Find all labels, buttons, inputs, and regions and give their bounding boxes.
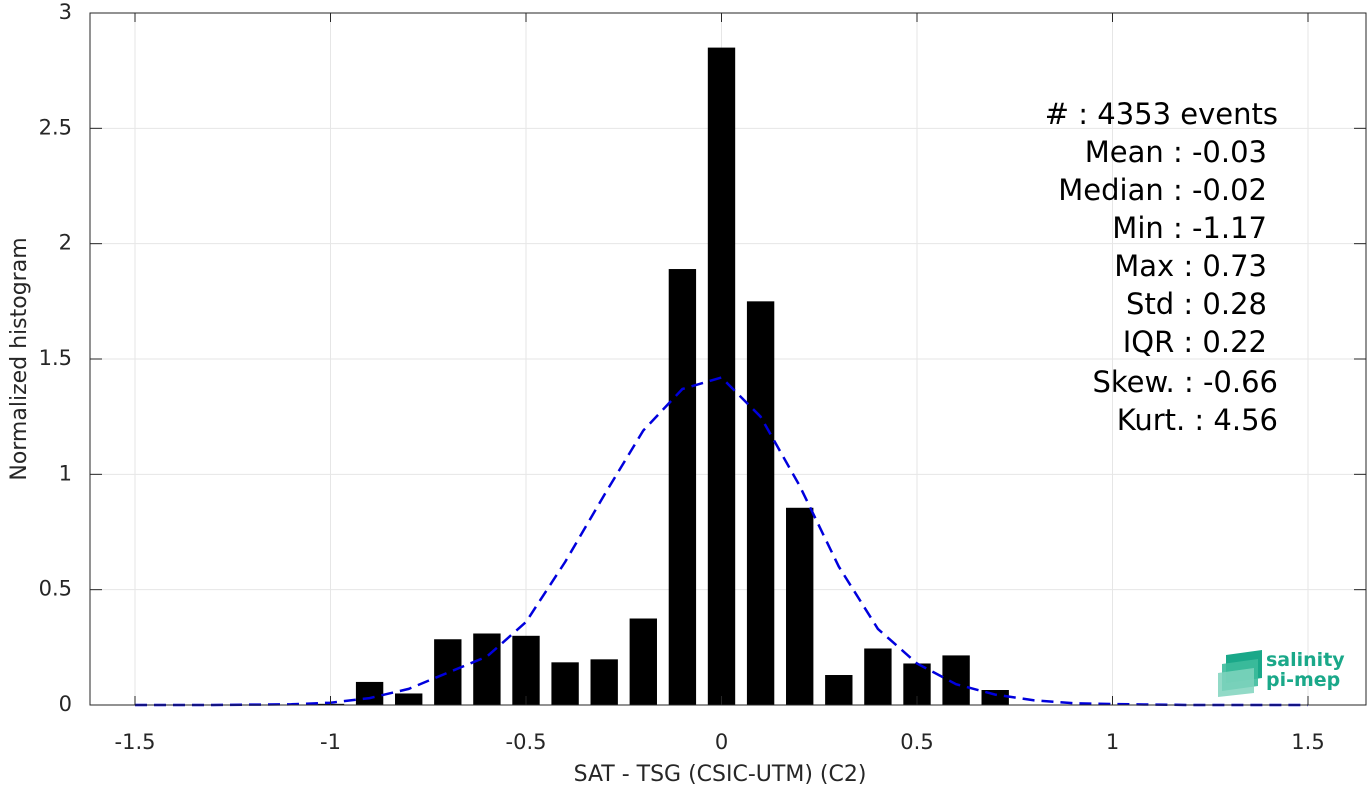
axis-ticks — [90, 12, 1366, 706]
histogram-bar — [355, 681, 384, 705]
y-tick-label: 1.5 — [39, 346, 72, 370]
x-tick-label: -0.5 — [506, 730, 547, 754]
histogram-bar — [825, 675, 853, 705]
histogram-bar — [551, 662, 579, 705]
stat-std: Std : 0.28 — [1126, 287, 1267, 321]
y-tick-label: 0 — [59, 692, 72, 716]
y-tick-label: 1 — [59, 461, 72, 485]
y-tick-label: 2 — [59, 231, 72, 255]
stat-min: Min : -1.17 — [1112, 211, 1267, 245]
histogram-bar — [473, 633, 501, 705]
wave-logo-icon — [1218, 650, 1262, 697]
x-axis-label: SAT - TSG (CSIC-UTM) (C2) — [574, 762, 867, 785]
histogram-bar — [942, 655, 970, 705]
stats-box: # : 4353 events Mean : -0.03 Median : -0… — [1045, 97, 1278, 437]
logo-line-1: salinity — [1266, 649, 1345, 671]
stat-median: Median : -0.02 — [1058, 173, 1267, 207]
histogram-bar — [434, 639, 462, 705]
x-tick-label: 0 — [715, 730, 728, 754]
logo-line-2: pi-mep — [1266, 669, 1340, 691]
histogram-bar — [864, 648, 892, 705]
y-tick-label: 0.5 — [39, 577, 72, 601]
histogram-bar — [590, 659, 618, 705]
stat-iqr: IQR : 0.22 — [1123, 325, 1267, 359]
histogram-bars — [316, 47, 1009, 706]
histogram-bar — [707, 47, 736, 706]
x-tick-label: 1 — [1106, 730, 1119, 754]
x-tick-label: -1.5 — [115, 730, 156, 754]
x-tick-labels: -1.5 -1 -0.5 0 0.5 1 1.5 — [115, 730, 1325, 754]
y-tick-label: 3 — [59, 0, 72, 24]
y-axis-label: Normalized histogram — [7, 237, 32, 480]
histogram-bar — [629, 618, 657, 705]
histogram-bar — [746, 301, 775, 705]
fit-curve — [135, 376, 1308, 707]
x-tick-label: -1 — [320, 730, 341, 754]
stat-events: # : 4353 events — [1045, 97, 1278, 131]
y-tick-label: 2.5 — [39, 115, 72, 139]
y-tick-labels: 0 0.5 1 1.5 2 2.5 3 — [39, 0, 72, 716]
x-tick-label: 1.5 — [1291, 730, 1324, 754]
histogram-bar — [668, 269, 697, 705]
histogram-bar — [395, 693, 423, 705]
histogram-bar — [786, 507, 814, 705]
x-tick-label: 0.5 — [900, 730, 933, 754]
stat-skew: Skew. : -0.66 — [1092, 365, 1278, 399]
stat-kurt: Kurt. : 4.56 — [1117, 403, 1278, 437]
histogram-bar — [512, 635, 540, 705]
stat-max: Max : 0.73 — [1114, 249, 1267, 283]
stat-mean: Mean : -0.03 — [1085, 135, 1267, 169]
salinity-pi-mep-logo: salinity pi-mep — [1218, 649, 1345, 697]
